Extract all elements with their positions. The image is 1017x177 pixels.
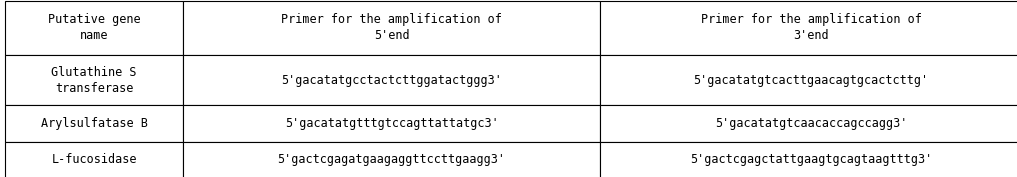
Text: Glutathine S
transferase: Glutathine S transferase: [51, 66, 137, 95]
Bar: [183, 142, 600, 177]
Bar: [183, 55, 600, 105]
Bar: [600, 55, 1017, 105]
Bar: [600, 142, 1017, 177]
Bar: [5, 1, 183, 55]
Bar: [183, 1, 600, 55]
Bar: [5, 105, 183, 142]
Text: 5'gactcgagctattgaagtgcagtaagtttg3': 5'gactcgagctattgaagtgcagtaagtttg3': [690, 153, 933, 166]
Bar: [600, 105, 1017, 142]
Text: Arylsulfatase B: Arylsulfatase B: [41, 117, 147, 130]
Bar: [600, 1, 1017, 55]
Text: L-fucosidase: L-fucosidase: [51, 153, 137, 166]
Bar: [5, 142, 183, 177]
Bar: [183, 105, 600, 142]
Text: 5'gactcgagatgaagaggttccttgaagg3': 5'gactcgagatgaagaggttccttgaagg3': [278, 153, 505, 166]
Bar: [5, 55, 183, 105]
Text: Primer for the amplification of
5'end: Primer for the amplification of 5'end: [281, 13, 502, 42]
Text: 5'gacatatgtcacttgaacagtgcactcttg': 5'gacatatgtcacttgaacagtgcactcttg': [694, 74, 929, 87]
Text: 5'gacatatgtcaacaccagccagg3': 5'gacatatgtcaacaccagccagg3': [715, 117, 907, 130]
Text: Primer for the amplification of
3'end: Primer for the amplification of 3'end: [701, 13, 921, 42]
Text: 5'gacatatgcctactcttggatactggg3': 5'gacatatgcctactcttggatactggg3': [281, 74, 502, 87]
Text: Putative gene
name: Putative gene name: [48, 13, 140, 42]
Text: 5'gacatatgtttgtccagttattatgc3': 5'gacatatgtttgtccagttattatgc3': [285, 117, 498, 130]
